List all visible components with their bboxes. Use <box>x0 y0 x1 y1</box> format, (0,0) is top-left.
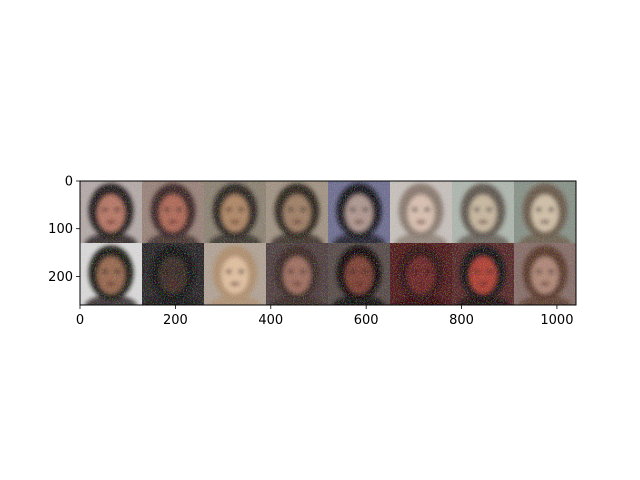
face-tile <box>80 181 142 256</box>
y-tick-label: 200 <box>48 270 73 285</box>
x-tick-label: 600 <box>354 313 379 328</box>
axes-frame <box>79 180 577 306</box>
image-grid <box>80 181 576 305</box>
face-tile <box>514 243 576 305</box>
y-axis: 0 100 200 <box>48 175 80 285</box>
face-tile <box>452 181 514 256</box>
x-tick-label: 0 <box>76 313 84 328</box>
face-tile <box>328 243 390 305</box>
face-tile <box>142 243 204 305</box>
x-tick-label: 1000 <box>540 313 573 328</box>
y-tick-label: 0 <box>65 175 73 190</box>
x-tick-label: 400 <box>258 313 283 328</box>
face-tile <box>390 181 452 256</box>
x-tick-label: 800 <box>449 313 474 328</box>
face-tile <box>80 243 142 305</box>
face-tile <box>142 181 204 256</box>
face-tile <box>204 181 266 256</box>
face-tile <box>452 243 514 305</box>
face-tile <box>204 243 266 305</box>
face-tile <box>266 181 328 256</box>
y-tick-label: 100 <box>48 222 73 237</box>
face-tile <box>266 243 328 305</box>
x-tick-label: 200 <box>163 313 188 328</box>
face-tile <box>390 243 452 305</box>
x-axis: 0 200 400 600 800 1000 <box>76 305 573 328</box>
